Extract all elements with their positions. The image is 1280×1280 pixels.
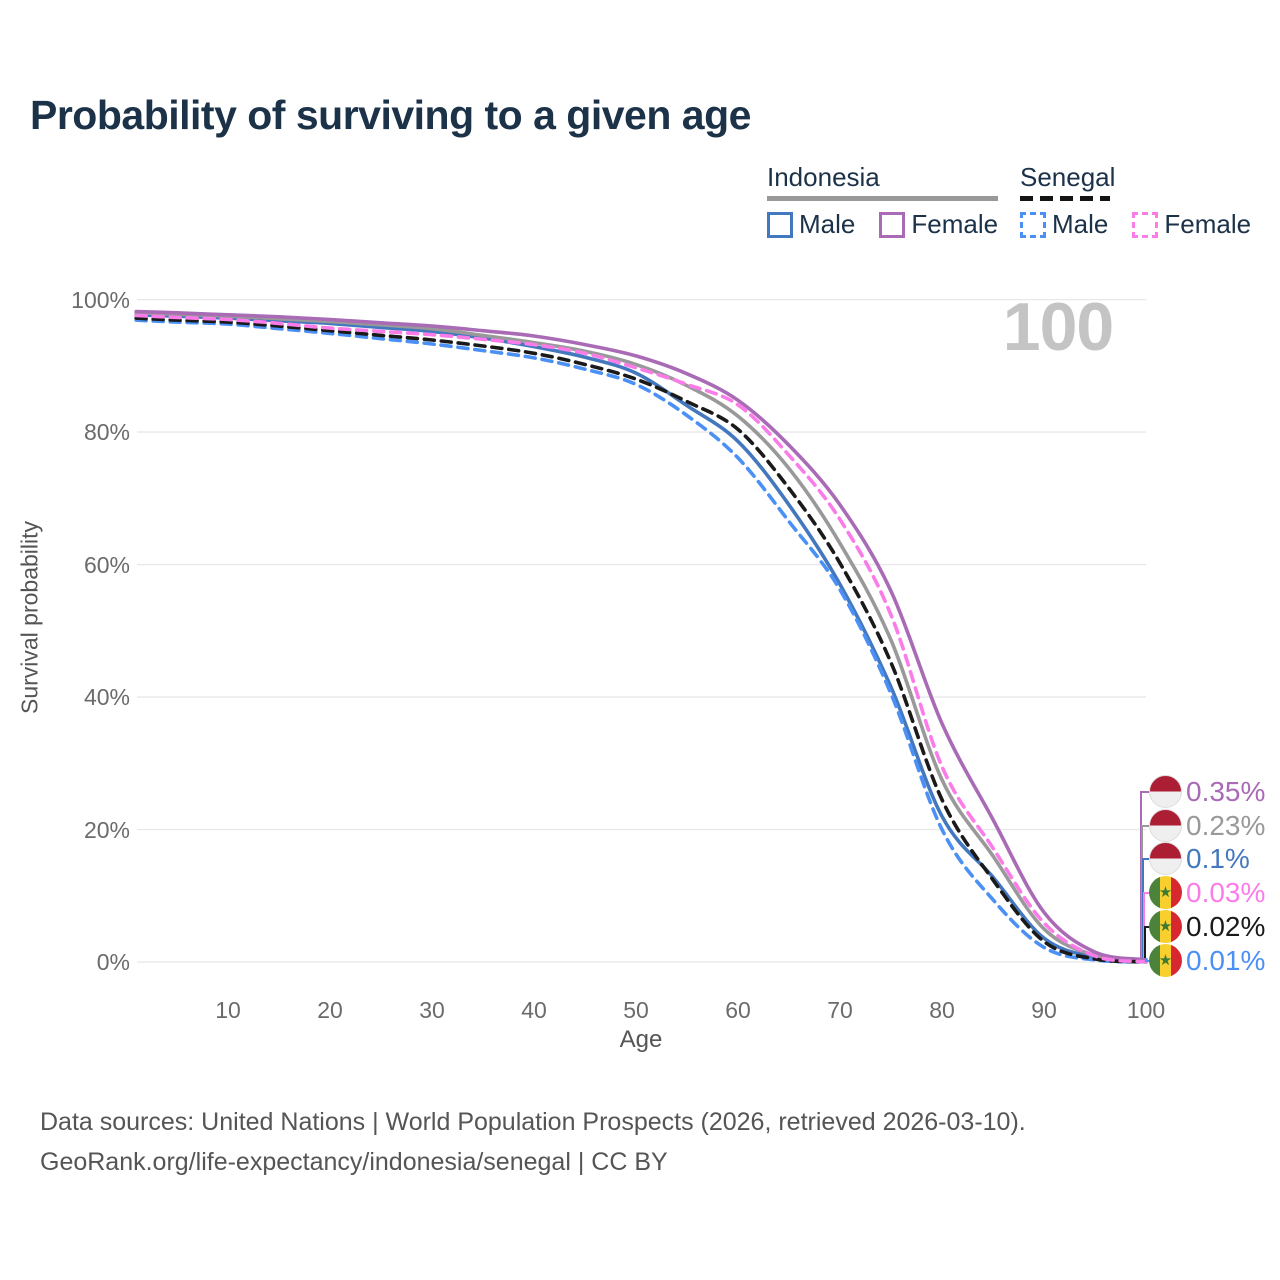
- x-tick-10: 10: [215, 997, 241, 1023]
- end-label-value: 0.01%: [1186, 944, 1266, 976]
- senegal-star-icon: ★: [1158, 884, 1173, 901]
- senegal-flag-icon: ★: [1149, 944, 1182, 977]
- end-label-value: 0.23%: [1186, 809, 1266, 841]
- end-label-value: 0.02%: [1186, 910, 1266, 942]
- series-line-indonesia-female[interactable]: [134, 309, 1148, 962]
- x-tick-100: 100: [1126, 997, 1166, 1023]
- legend-swatch-senegal-male[interactable]: [1020, 211, 1046, 238]
- senegal-star-icon: ★: [1158, 952, 1173, 969]
- x-tick-80: 80: [929, 997, 955, 1023]
- legend-label-indonesia-male: Male: [799, 209, 856, 239]
- series-line-senegal[interactable]: [134, 316, 1148, 964]
- series-line-indonesia[interactable]: [134, 311, 1148, 963]
- leader-line-senegal: [1144, 926, 1150, 958]
- legend-label-senegal-male: Male: [1052, 209, 1109, 239]
- x-axis-title: Age: [619, 1026, 663, 1053]
- legend-indonesia-rule: [767, 196, 999, 201]
- end-label-row-senegal-female: ★ 0.03%: [1149, 876, 1265, 909]
- leader-line-senegal-male: [1145, 958, 1150, 962]
- legend-item-indonesia-male[interactable]: Male: [767, 209, 855, 240]
- y-tick-40%: 40%: [83, 684, 130, 711]
- x-tick-50: 50: [623, 997, 649, 1023]
- end-label-row-indonesia-female: 0.35%: [1149, 775, 1265, 808]
- y-tick-0%: 0%: [96, 949, 130, 975]
- page-title: Probability of surviving to a given age: [30, 92, 751, 138]
- indonesia-flag-icon: [1149, 775, 1182, 808]
- senegal-flag-icon: ★: [1149, 876, 1182, 909]
- end-label-row-indonesia: 0.23%: [1149, 809, 1265, 842]
- indonesia-flag-icon: [1149, 809, 1182, 842]
- x-tick-40: 40: [521, 997, 547, 1023]
- series-line-senegal-female[interactable]: [134, 313, 1148, 964]
- legend-label-senegal-female: Female: [1164, 209, 1252, 239]
- end-label-value: 0.1%: [1186, 842, 1250, 874]
- end-label-value: 0.03%: [1186, 876, 1266, 908]
- x-tick-60: 60: [725, 997, 751, 1023]
- legend-group-indonesia-label: Indonesia: [767, 162, 880, 192]
- footer-attribution: GeoRank.org/life-expectancy/indonesia/se…: [40, 1148, 668, 1176]
- y-tick-20%: 20%: [83, 816, 130, 843]
- legend-item-senegal-female[interactable]: Female: [1132, 209, 1251, 240]
- end-label-row-indonesia-male: 0.1%: [1149, 842, 1250, 875]
- y-tick-100%: 100%: [71, 286, 130, 313]
- end-label-row-senegal: ★ 0.02%: [1149, 910, 1265, 943]
- x-tick-90: 90: [1031, 997, 1057, 1023]
- x-tick-20: 20: [317, 997, 343, 1023]
- series-line-senegal-male[interactable]: [134, 318, 1148, 964]
- senegal-flag-icon: ★: [1149, 910, 1182, 943]
- senegal-star-icon: ★: [1158, 918, 1173, 935]
- legend-group-senegal-label: Senegal: [1020, 162, 1116, 192]
- legend-item-indonesia-female[interactable]: Female: [879, 209, 998, 240]
- end-label-value: 0.35%: [1186, 775, 1266, 807]
- legend-swatch-indonesia-female[interactable]: [879, 211, 906, 238]
- y-tick-60%: 60%: [83, 551, 130, 578]
- legend-swatch-senegal-female[interactable]: [1132, 211, 1159, 238]
- footer-sources: Data sources: United Nations | World Pop…: [40, 1108, 1026, 1136]
- survival-chart: [134, 298, 1150, 964]
- legend-item-senegal-male[interactable]: Male: [1020, 209, 1108, 240]
- x-tick-30: 30: [419, 997, 445, 1023]
- x-tick-70: 70: [827, 997, 853, 1023]
- legend-label-indonesia-female: Female: [911, 209, 999, 239]
- hover-age-watermark: 100: [1002, 289, 1114, 365]
- legend-group-indonesia: Indonesia Male Female: [767, 162, 999, 240]
- end-label-row-senegal-male: ★ 0.01%: [1149, 944, 1265, 977]
- legend-swatch-indonesia-male[interactable]: [767, 211, 793, 238]
- series-line-indonesia-male[interactable]: [134, 313, 1148, 964]
- y-tick-80%: 80%: [83, 419, 130, 446]
- legend-group-senegal: Senegal Male Female: [1020, 162, 1251, 240]
- legend-senegal-rule: [1020, 196, 1110, 201]
- indonesia-flag-icon: [1149, 842, 1182, 875]
